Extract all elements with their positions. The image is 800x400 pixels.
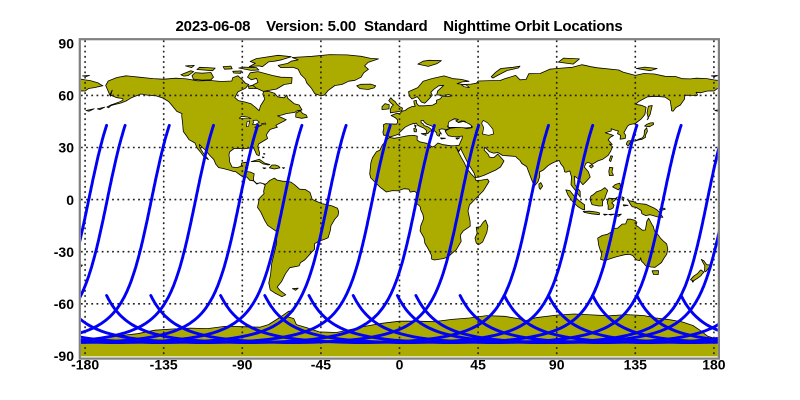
svg-text:0: 0 (66, 192, 74, 208)
svg-text:60: 60 (58, 88, 74, 104)
svg-text:180: 180 (702, 356, 726, 372)
svg-text:90: 90 (549, 356, 565, 372)
svg-text:-60: -60 (54, 296, 74, 312)
svg-text:30: 30 (58, 140, 74, 156)
svg-text:-45: -45 (311, 356, 331, 372)
svg-text:-180: -180 (71, 356, 99, 372)
svg-text:0: 0 (396, 356, 404, 372)
svg-text:135: 135 (624, 356, 648, 372)
svg-text:90: 90 (58, 36, 74, 52)
svg-text:45: 45 (470, 356, 486, 372)
svg-text:2023-06-08 Version: 5.00 S: 2023-06-08 Version: 5.00 Standard Nightt… (176, 18, 623, 35)
svg-text:-30: -30 (54, 244, 74, 260)
svg-text:-90: -90 (54, 348, 74, 364)
svg-text:-135: -135 (150, 356, 178, 372)
svg-text:-90: -90 (232, 356, 252, 372)
